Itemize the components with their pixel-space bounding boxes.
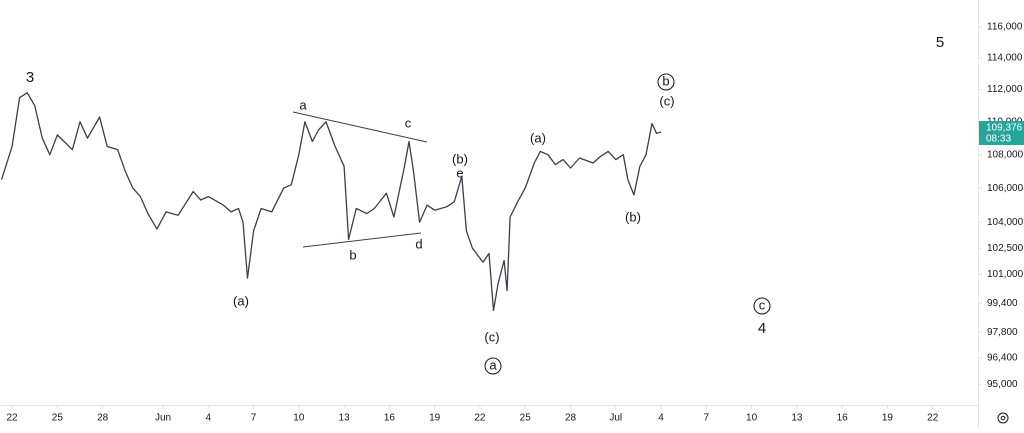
wave-label: e	[456, 165, 463, 180]
x-tick-label: 28	[565, 413, 577, 424]
y-tick-label: 116,000	[987, 21, 1023, 32]
y-tick-label: 101,000	[987, 269, 1024, 280]
price-line	[0, 92, 662, 312]
x-tick-label: 7	[251, 413, 257, 424]
wave-label: (c)	[659, 93, 674, 108]
x-tick-label: 22	[7, 413, 19, 424]
y-tick-label: 102,500	[987, 243, 1024, 254]
settings-icon	[997, 412, 1009, 424]
settings-button[interactable]	[997, 412, 1009, 424]
wave-label: (a)	[233, 293, 249, 308]
y-tick-label: 106,000	[987, 183, 1024, 194]
x-tick-label: 25	[52, 413, 64, 424]
x-tick-label: 28	[97, 413, 109, 424]
wave-label: b	[349, 247, 356, 262]
circled-wave-label: a	[489, 357, 497, 372]
wave-label: d	[415, 236, 422, 251]
x-tick-label: 10	[746, 413, 758, 424]
wave-label: (a)	[530, 130, 546, 145]
x-tick-label: 22	[927, 413, 939, 424]
x-tick-label: 19	[882, 413, 894, 424]
x-tick-label: 7	[704, 413, 710, 424]
y-tick-label: 104,000	[987, 217, 1024, 228]
wave-label: (b)	[625, 209, 641, 224]
x-tick-label: 25	[520, 413, 532, 424]
y-tick-label: 96,400	[987, 353, 1018, 364]
wave-label: a	[299, 97, 307, 112]
x-tick-label: 22	[474, 413, 486, 424]
triangle-upper-line	[292, 111, 428, 143]
wave-circle	[657, 73, 675, 91]
y-tick-label: 108,000	[987, 149, 1024, 160]
circled-wave-label: b	[662, 73, 669, 88]
wave-label: 5	[936, 34, 944, 51]
y-tick-label: 99,400	[987, 298, 1018, 309]
x-tick-label: 10	[293, 413, 305, 424]
y-tick-label: 114,000	[987, 53, 1023, 64]
y-tick-label: 112,000	[987, 84, 1023, 95]
last-price-box	[979, 121, 1024, 146]
wave-label: 3	[26, 69, 34, 86]
countdown-label: 08:33	[986, 134, 1011, 145]
x-tick-label: Jun	[155, 413, 171, 424]
wave-label: 4	[758, 320, 766, 337]
wave-circle	[484, 357, 502, 375]
x-tick-label: 19	[429, 413, 441, 424]
x-tick-label: 13	[791, 413, 803, 424]
x-tick-label: 16	[837, 413, 849, 424]
x-tick-label: 4	[658, 413, 664, 424]
x-tick-label: 16	[384, 413, 396, 424]
x-tick-label: Jul	[609, 413, 622, 424]
wave-label: c	[405, 115, 412, 130]
x-tick-label: 13	[339, 413, 351, 424]
y-tick-label: 97,800	[987, 327, 1018, 338]
y-tick-label: 95,000	[987, 379, 1018, 390]
x-tick-label: 4	[205, 413, 211, 424]
wave-circle	[753, 297, 771, 315]
triangle-lower-line	[302, 232, 422, 248]
wave-label: (b)	[452, 151, 468, 166]
wave-label: (c)	[484, 329, 499, 344]
settings-icon-center	[1000, 415, 1006, 421]
last-price-label: 109,376	[986, 123, 1023, 134]
circled-wave-label: c	[759, 297, 766, 312]
